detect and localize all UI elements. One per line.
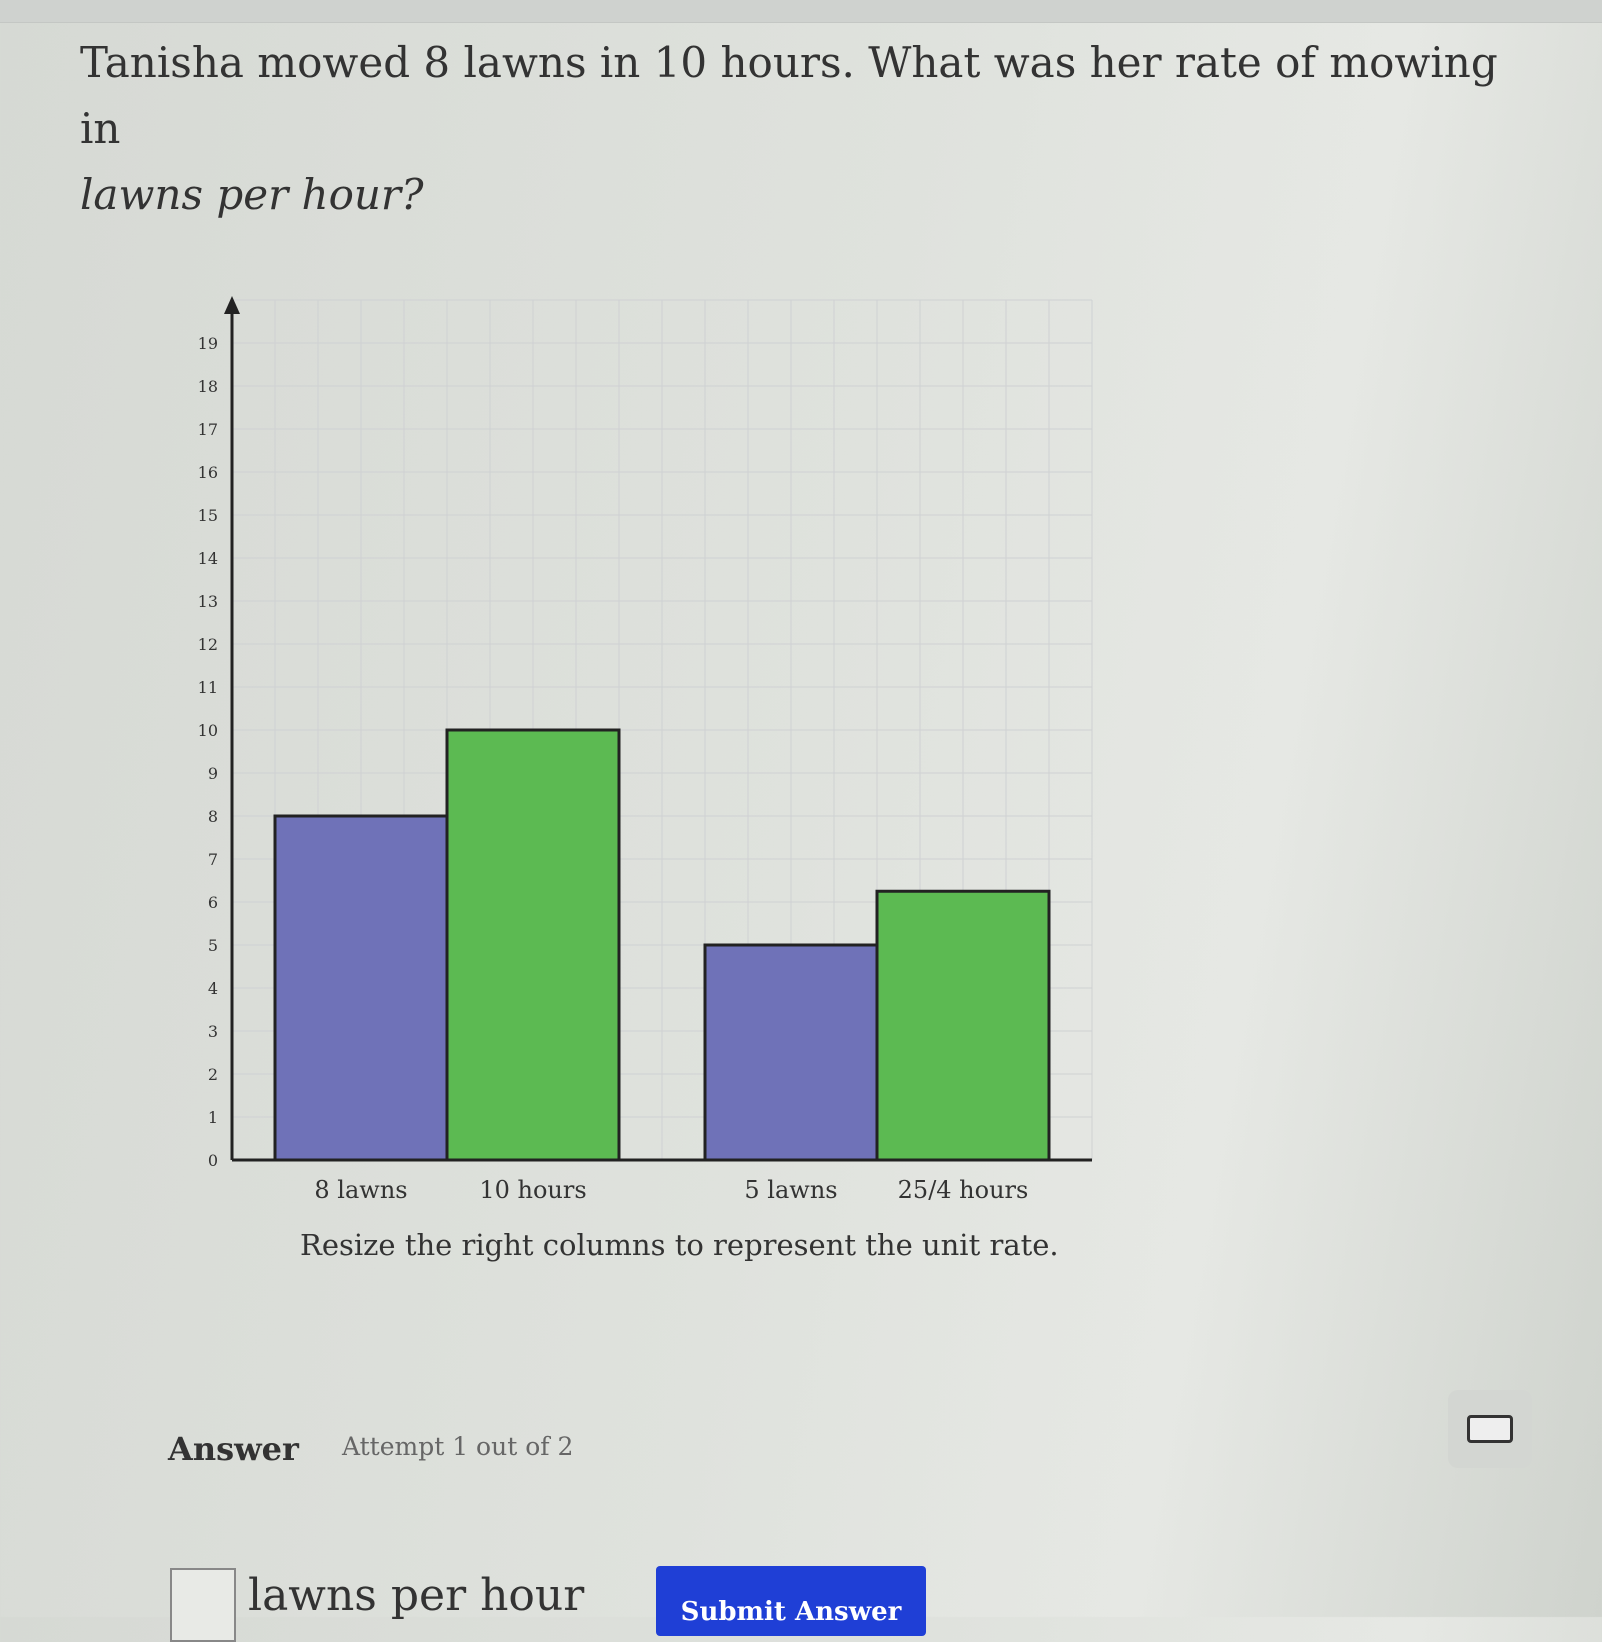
y-tick-label: 7 <box>208 850 218 869</box>
x-tick-label: 10 hours <box>479 1176 586 1204</box>
y-tick-label: 19 <box>198 334 218 353</box>
y-tick-label: 0 <box>208 1151 218 1170</box>
x-tick-label: 8 lawns <box>314 1176 407 1204</box>
y-tick-label: 11 <box>198 678 218 697</box>
y-tick-label: 14 <box>198 549 218 568</box>
chart-instruction: Resize the right columns to represent th… <box>300 1228 1059 1262</box>
bar-3[interactable] <box>703 943 879 1162</box>
question-text: Tanisha mowed 8 lawns in 10 hours. What … <box>80 30 1540 228</box>
keyboard-button[interactable] <box>1448 1390 1532 1468</box>
bar-2 <box>445 728 621 1162</box>
y-tick-label: 18 <box>198 377 218 396</box>
submit-answer-button[interactable]: Submit Answer <box>656 1566 926 1636</box>
browser-top-bar <box>0 0 1602 23</box>
y-tick-label: 12 <box>198 635 218 654</box>
y-tick-label: 15 <box>198 506 218 525</box>
y-tick-label: 2 <box>208 1065 218 1084</box>
y-tick-label: 13 <box>198 592 218 611</box>
y-tick-label: 1 <box>208 1108 218 1127</box>
y-tick-label: 17 <box>198 420 218 439</box>
question-units: lawns per hour? <box>80 170 424 219</box>
bar-4[interactable] <box>875 889 1051 1162</box>
attempt-counter: Attempt 1 out of 2 <box>342 1432 574 1461</box>
keyboard-icon <box>1467 1415 1513 1443</box>
x-tick-label: 25/4 hours <box>898 1176 1029 1204</box>
y-tick-label: 10 <box>198 721 218 740</box>
question-main: Tanisha mowed 8 lawns in 10 hours. What … <box>80 38 1498 153</box>
y-tick-label: 3 <box>208 1022 218 1041</box>
y-tick-label: 5 <box>208 936 218 955</box>
y-axis-arrow <box>224 296 240 314</box>
y-tick-label: 9 <box>208 764 218 783</box>
y-tick-label: 6 <box>208 893 218 912</box>
y-tick-label: 4 <box>208 979 218 998</box>
bar-chart: 8 lawns 10 hours 5 lawns 25/4 hours01234567… <box>198 296 1093 1204</box>
bar-1 <box>273 814 449 1162</box>
x-tick-label: 5 lawns <box>744 1176 837 1204</box>
y-tick-label: 16 <box>198 463 218 482</box>
y-tick-label: 8 <box>208 807 218 826</box>
answer-input[interactable] <box>170 1568 236 1642</box>
answer-label: Answer <box>168 1430 299 1468</box>
answer-unit: lawns per hour <box>248 1570 585 1621</box>
